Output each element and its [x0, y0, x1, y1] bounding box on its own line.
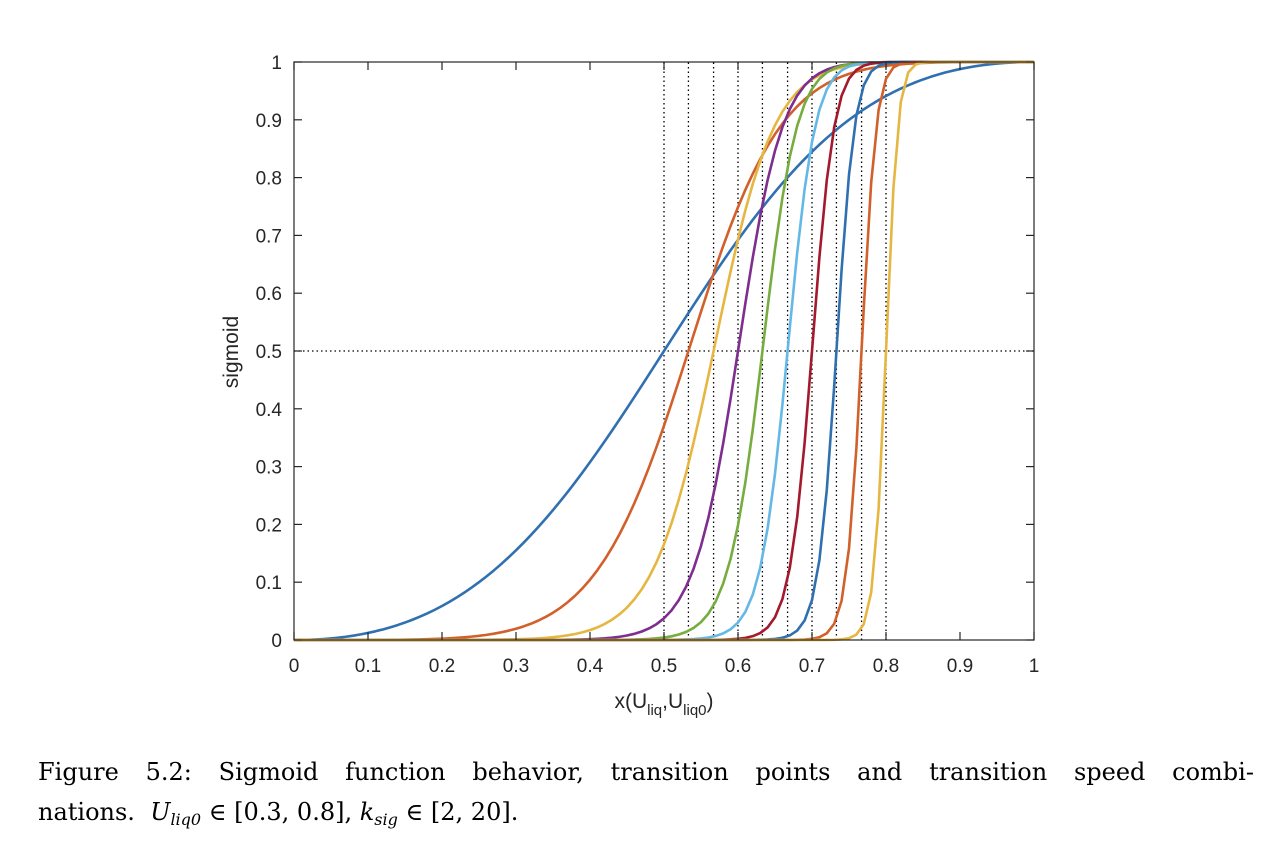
caption-word: transition: [610, 758, 729, 786]
x-tick-label: 0.3: [503, 656, 529, 677]
figure-caption: Figure 5.2: Sigmoid function behavior, transi…: [38, 752, 1254, 832]
x-axis-label: x(Uliq,Uliq0): [614, 690, 713, 719]
series-line-1: [293, 60, 1035, 642]
caption-word: speed: [1073, 758, 1146, 786]
figure: 0 0.1 0.2 0.3 0.4 0.5 0.6 0.7 0.8 0.9 1 0 0.1 0.2 0.3…: [220, 53, 1040, 719]
k-range: [2, 20].: [430, 798, 519, 826]
element-of-symbol: ∈: [405, 798, 424, 826]
y-tick-label: 0.9: [256, 111, 282, 132]
sigmoid-chart: 0 0.1 0.2 0.3 0.4 0.5 0.6 0.7 0.8 0.9 1 0 0.1 0.2 0.3…: [220, 53, 1040, 719]
x-tick-label: 0.9: [947, 656, 973, 677]
y-tick-label: 0.2: [256, 515, 282, 536]
x-tick-label: 0.5: [651, 656, 677, 677]
caption-word: and: [857, 758, 903, 786]
x-tick-labels: 0 0.1 0.2 0.3 0.4 0.5 0.6 0.7 0.8 0.9 1: [289, 656, 1040, 677]
y-tick-label: 0.6: [256, 284, 282, 305]
caption-word: 5.2:: [145, 758, 192, 786]
caption-word: combi-: [1172, 758, 1254, 786]
y-tick-label: 0.1: [256, 573, 282, 594]
x-tick-label: 0.8: [873, 656, 899, 677]
caption-word: Sigmoid: [218, 758, 319, 786]
caption-word: points: [755, 758, 831, 786]
x-tick-label: 0.7: [799, 656, 825, 677]
x-tick-label: 0.1: [355, 656, 381, 677]
element-of-symbol: ∈: [208, 798, 227, 826]
y-tick-label: 0.7: [256, 226, 282, 247]
u-range: [0.3, 0.8],: [234, 798, 353, 826]
caption-word: behavior,: [472, 758, 584, 786]
x-tick-label: 0.6: [725, 656, 751, 677]
caption-word: Figure: [38, 758, 119, 786]
y-tick-labels: 0 0.1 0.2 0.3 0.4 0.5 0.6 0.7 0.8 0.9 1: [256, 53, 283, 652]
caption-word: function: [345, 758, 446, 786]
y-tick-label: 0.3: [256, 458, 282, 479]
k-variable: k: [359, 798, 375, 826]
y-tick-label: 0.8: [256, 169, 282, 190]
axis-ticks: [293, 61, 1035, 641]
u-subscript: liq0: [170, 810, 202, 829]
y-tick-label: 0.5: [256, 342, 282, 363]
u-variable: U: [150, 798, 171, 826]
x-tick-label: 0: [289, 656, 300, 677]
y-tick-label: 0.4: [256, 400, 283, 421]
caption-line-1: Figure 5.2: Sigmoid function behavior, transi…: [38, 752, 1254, 792]
y-tick-label: 1: [271, 53, 282, 74]
x-tick-label: 1: [1029, 656, 1040, 677]
y-tick-label: 0: [271, 631, 282, 652]
k-subscript: sig: [374, 810, 398, 829]
x-tick-label: 0.4: [577, 656, 604, 677]
caption-line-2: nations. Uliq0 ∈ [0.3, 0.8], ksig ∈ [2, …: [38, 792, 1254, 832]
x-tick-label: 0.2: [429, 656, 455, 677]
caption-word: transition: [929, 758, 1048, 786]
caption-nations: nations.: [38, 798, 135, 826]
y-axis-label: sigmoid: [220, 316, 243, 388]
